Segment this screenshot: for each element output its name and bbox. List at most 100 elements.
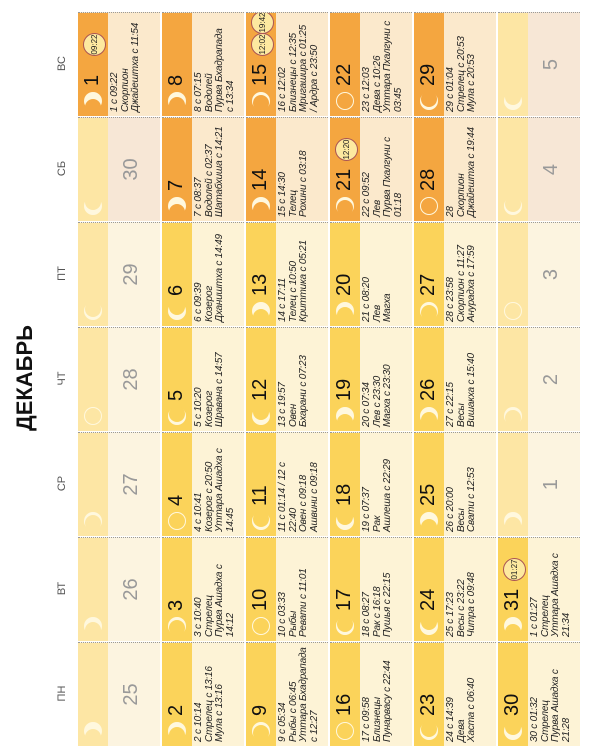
day-cell: 29 29 с 01:04 Стрелец с 20:53 Мула с 20:53 — [414, 12, 496, 116]
detail-line: Хаста с 06:40 — [466, 678, 477, 742]
cell-header — [330, 223, 360, 326]
cell-header — [78, 538, 108, 641]
cell-header — [162, 538, 192, 641]
day-cell: 29 — [78, 222, 160, 326]
detail-line: 30 с 01:32 — [529, 697, 540, 742]
day-details: 17 с 09:58 Близнецы Пунарвасу с 22:44 — [361, 660, 394, 742]
detail-line: 29 с 01:04 — [445, 67, 456, 112]
day-cell: 26 — [78, 537, 160, 641]
day-number: 22 — [333, 63, 355, 86]
day-number: 25 — [417, 483, 439, 506]
cell-header — [414, 118, 444, 221]
day-number: 1 — [540, 478, 562, 491]
detail-line: Магха — [382, 293, 393, 322]
detail-line: Мригашира с 01:25 — [298, 24, 309, 112]
detail-line: 16 с 12:02 — [277, 67, 288, 112]
day-number: 6 — [165, 284, 187, 296]
detail-line: 13 с 19:57 — [277, 382, 288, 427]
moon-icon — [420, 512, 438, 532]
day-number: 27 — [417, 273, 439, 296]
detail-line: Пурва Ашадха с — [550, 669, 561, 742]
moon-icon — [84, 407, 102, 425]
moon-icon — [84, 301, 102, 320]
cell-header — [330, 13, 360, 116]
day-number: 7 — [165, 179, 187, 191]
day-number: 27 — [120, 473, 142, 496]
day-cell: 25 26 с 20:00 Весы Свати с 12:53 — [414, 432, 496, 536]
cell-header — [414, 13, 444, 116]
weekday-label: ВТ — [56, 581, 68, 596]
day-details: 1 с 09:22 Скорпион Джайештха с 11:54 — [109, 23, 142, 112]
moon-icon — [252, 92, 270, 111]
day-number: 14 — [249, 168, 271, 191]
day-number: 11 — [249, 485, 271, 506]
moon-icon — [504, 407, 522, 426]
day-number: 29 — [120, 263, 142, 286]
moon-icon — [336, 302, 354, 322]
detail-line: 3 с 10:40 — [193, 597, 204, 637]
day-details: 29 с 01:04 Стрелец с 20:53 Мула с 20:53 — [445, 36, 478, 112]
detail-line: 28 с 23:58 — [445, 277, 456, 322]
moon-icon — [252, 302, 270, 322]
weekday-label: ПН — [56, 685, 68, 702]
day-cell: 28 — [78, 327, 160, 431]
cell-header — [498, 223, 528, 326]
day-cell: 22 23 с 12:03 Дева с 10:26 Уттара Пхалгуни … — [330, 12, 412, 116]
detail-line: Пурва Ашадха с — [214, 564, 225, 637]
cell-header — [162, 328, 192, 431]
day-details: 19 с 07:37 Рак Ашлеша с 22:29 — [361, 459, 394, 532]
day-cell: 6 6 с 09:39 Козерог Дхаништха с 14:49 — [162, 222, 244, 326]
day-details: 10 с 03:33 Рыбы Ревати с 11:01 — [277, 568, 310, 637]
cell-header — [246, 13, 276, 116]
moon-icon — [336, 407, 354, 427]
detail-line: Овен с 09:18 — [298, 474, 309, 532]
detail-line: Шатабхиша с 14:21 — [214, 126, 225, 217]
detail-line: Пурва Бхадрапада — [214, 28, 225, 112]
detail-line: 28 — [445, 206, 456, 217]
day-number: 29 — [417, 63, 439, 86]
day-number: 18 — [333, 483, 355, 506]
cell-header — [78, 118, 108, 221]
detail-line: 20 с 07:34 — [361, 382, 372, 427]
day-number: 4 — [165, 494, 187, 506]
day-number: 30 — [501, 693, 523, 716]
day-details: 6 с 09:39 Козерог Дхаништха с 14:49 — [193, 234, 226, 322]
day-cell: 30 30 с 01:32 Стрелец Пурва Ашадха с 21:28 — [498, 642, 580, 746]
cell-header — [78, 13, 108, 116]
day-number: 24 — [417, 588, 439, 611]
detail-line: Вишакха с 15:40 — [466, 353, 477, 427]
cell-header — [414, 538, 444, 641]
day-cell: 12 13 с 19:57 Овен Бхарани с 07:23 — [246, 327, 328, 431]
detail-line: 18 с 08:27 — [361, 592, 372, 637]
day-details: 9 с 05:34 Рыбы с 06:45 Уттара Бхадрапада с … — [277, 647, 320, 742]
day-number: 21 — [333, 168, 355, 191]
day-cell: 20 21 с 08:20 Лев Магха — [330, 222, 412, 326]
day-number: 15 — [249, 63, 271, 86]
detail-line: 23 с 12:03 — [361, 67, 372, 112]
cell-header — [330, 433, 360, 536]
day-cell: 17 18 с 08:27 Рак с 16:18 Пушья с 22:15 — [330, 537, 412, 641]
day-details: 30 с 01:32 Стрелец Пурва Ашадха с 21:28 — [529, 669, 572, 742]
day-cell: 11 11 с 01:14 / 12 с 22:40 Овен с 09:18 Ашви… — [246, 432, 328, 536]
cell-header — [162, 118, 192, 221]
day-number: 1 — [81, 74, 103, 86]
detail-line: / Ардра с 23:50 — [308, 44, 320, 112]
moon-icon — [504, 720, 522, 740]
detail-line: Джайештха с 19:44 — [466, 127, 477, 217]
detail-line: 14:45 — [224, 507, 236, 532]
detail-line: 24 с 14:39 — [445, 697, 456, 742]
day-number: 13 — [249, 273, 271, 296]
detail-line: 2 с 10:14 — [193, 702, 204, 742]
day-number: 20 — [333, 273, 355, 296]
time-badge: 09:22 — [83, 33, 106, 56]
detail-line: Бхарани с 07:23 — [298, 355, 309, 427]
moon-icon — [336, 197, 354, 216]
moon-icon — [168, 512, 186, 530]
day-details: 2 с 10:14 Стрелец с 13:16 Мула с 13:16 — [193, 666, 226, 742]
moon-icon — [84, 195, 102, 215]
moon-icon — [84, 617, 102, 637]
detail-line: 11 с 01:14 / 12 с — [277, 462, 288, 532]
time-badge: 12:20 — [335, 138, 358, 161]
detail-line: 17 с 09:58 — [361, 697, 372, 742]
